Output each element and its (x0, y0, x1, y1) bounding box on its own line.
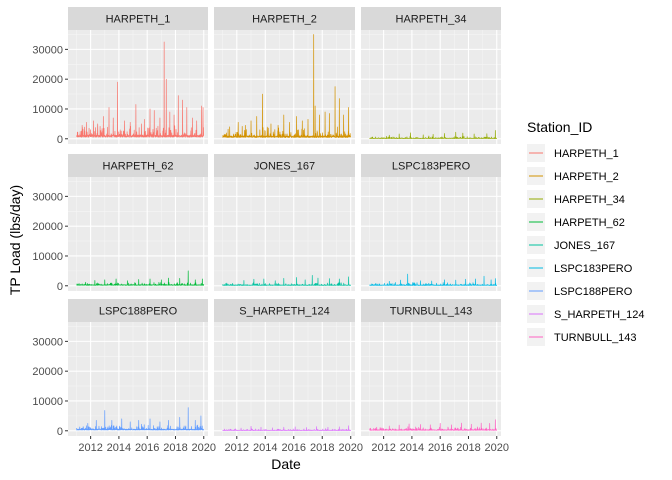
y-tick-label: 10000 (32, 251, 63, 263)
facet-strip-label: TURNBULL_143 (390, 306, 473, 318)
facet-strip (68, 7, 208, 30)
panel-background (214, 177, 355, 291)
x-tick-label: 2020 (485, 442, 509, 454)
facet-strip-label: JONES_167 (254, 161, 315, 173)
x-tick-label: 2016 (428, 442, 452, 454)
panel-background (68, 177, 208, 291)
facet-strip-label: HARPETH_62 (103, 161, 174, 173)
legend-item: JONES_167 (527, 236, 615, 254)
panel-background (361, 30, 501, 144)
y-tick-label: 30000 (32, 44, 63, 56)
series-line-harpeth-2 (222, 34, 352, 138)
legend: Station_ID HARPETH_1 HARPETH_2 HARPETH_34 H… (527, 119, 645, 346)
legend-item: LSPC183PERO (527, 259, 633, 277)
y-tick-label: 10000 (32, 104, 63, 116)
legend-label: JONES_167 (554, 240, 615, 252)
facet-panel-turnbull-143: TURNBULL_143 (361, 299, 501, 436)
x-tick-label: 2016 (282, 442, 306, 454)
facet-panel-jones-167: JONES_167 (214, 154, 355, 291)
legend-item: S_HARPETH_124 (527, 305, 645, 323)
legend-label: HARPETH_34 (554, 194, 625, 206)
legend-item: HARPETH_2 (527, 167, 619, 185)
facet-panel-harpeth-62: HARPETH_62 (68, 154, 208, 291)
facet-strip (361, 299, 501, 322)
legend-item: HARPETH_1 (527, 144, 619, 162)
facet-panel-harpeth-2: HARPETH_2 (214, 7, 355, 144)
series-line-turnbull-143 (369, 419, 498, 431)
facet-panels: HARPETH_1 HARPETH_2 HARPETH_34 HARPETH_62 JO… (68, 7, 501, 436)
x-axis-title: Date (271, 456, 301, 472)
legend-title: Station_ID (527, 119, 592, 135)
y-tick-label: 0 (57, 134, 63, 146)
y-axis-title: TP Load (lbs/day) (7, 185, 23, 295)
facet-panel-harpeth-34: HARPETH_34 (361, 7, 501, 144)
facet-strip-label: S_HARPETH_124 (239, 306, 330, 318)
y-tick-label: 30000 (32, 336, 63, 348)
y-tick-label: 20000 (32, 366, 63, 378)
series-line-harpeth-62 (76, 270, 205, 286)
facet-panel-lspc183pero: LSPC183PERO (361, 154, 501, 291)
x-tick-label: 2018 (310, 442, 334, 454)
legend-item: TURNBULL_143 (527, 328, 637, 346)
x-tick-label: 2012 (371, 442, 395, 454)
series-line-s-harpeth-124 (222, 425, 351, 431)
x-tick-label: 2012 (78, 442, 102, 454)
facet-strip (214, 299, 355, 322)
facet-strip-label: LSPC188PERO (99, 306, 178, 318)
series-line-harpeth-1 (76, 41, 205, 138)
series-line-harpeth-34 (369, 130, 498, 139)
facet-strip (361, 154, 501, 177)
facet-strip (214, 154, 355, 177)
facet-strip (68, 154, 208, 177)
legend-item: LSPC188PERO (527, 282, 633, 300)
facet-strip-label: HARPETH_1 (106, 14, 171, 26)
series-line-lspc188pero (76, 407, 205, 431)
facet-strip (68, 299, 208, 322)
facet-panel-s-harpeth-124: S_HARPETH_124 (214, 299, 355, 436)
facet-strip-label: HARPETH_2 (252, 14, 317, 26)
x-tick-label: 2014 (107, 442, 131, 454)
legend-label: HARPETH_1 (554, 148, 619, 160)
panel-background (214, 322, 355, 436)
series-line-jones-167 (222, 275, 352, 286)
panel-background (214, 30, 355, 144)
panel-background (361, 322, 501, 436)
y-tick-label: 30000 (32, 191, 63, 203)
y-tick-label: 0 (57, 281, 63, 293)
facet-panel-lspc188pero: LSPC188PERO (68, 299, 208, 436)
x-tick-label: 2012 (225, 442, 249, 454)
legend-label: HARPETH_62 (554, 217, 625, 229)
y-tick-label: 0 (57, 426, 63, 438)
legend-label: HARPETH_2 (554, 171, 619, 183)
y-tick-label: 20000 (32, 221, 63, 233)
x-tick-label: 2020 (192, 442, 216, 454)
facet-panel-harpeth-1: HARPETH_1 (68, 7, 208, 144)
x-tick-label: 2016 (135, 442, 159, 454)
legend-item: HARPETH_34 (527, 190, 625, 208)
x-tick-label: 2020 (338, 442, 362, 454)
panel-background (361, 177, 501, 291)
legend-item: HARPETH_62 (527, 213, 625, 231)
x-tick-label: 2014 (400, 442, 424, 454)
x-tick-label: 2014 (253, 442, 277, 454)
x-tick-label: 2018 (456, 442, 480, 454)
legend-label: S_HARPETH_124 (554, 309, 645, 321)
legend-label: TURNBULL_143 (554, 332, 637, 344)
y-tick-label: 20000 (32, 74, 63, 86)
panel-background (68, 322, 208, 436)
facet-strip-label: HARPETH_34 (396, 14, 467, 26)
facet-strip-label: LSPC183PERO (392, 161, 471, 173)
x-tick-label: 2018 (163, 442, 187, 454)
series-line-lspc183pero (369, 273, 498, 286)
legend-label: LSPC183PERO (554, 263, 633, 275)
facet-strip (361, 7, 501, 30)
legend-label: LSPC188PERO (554, 286, 633, 298)
chart-axes: 0 10000 20000 30000 0 10000 20000 30000 0 10000 20… (32, 44, 509, 454)
y-tick-label: 10000 (32, 396, 63, 408)
facet-strip (214, 7, 355, 30)
